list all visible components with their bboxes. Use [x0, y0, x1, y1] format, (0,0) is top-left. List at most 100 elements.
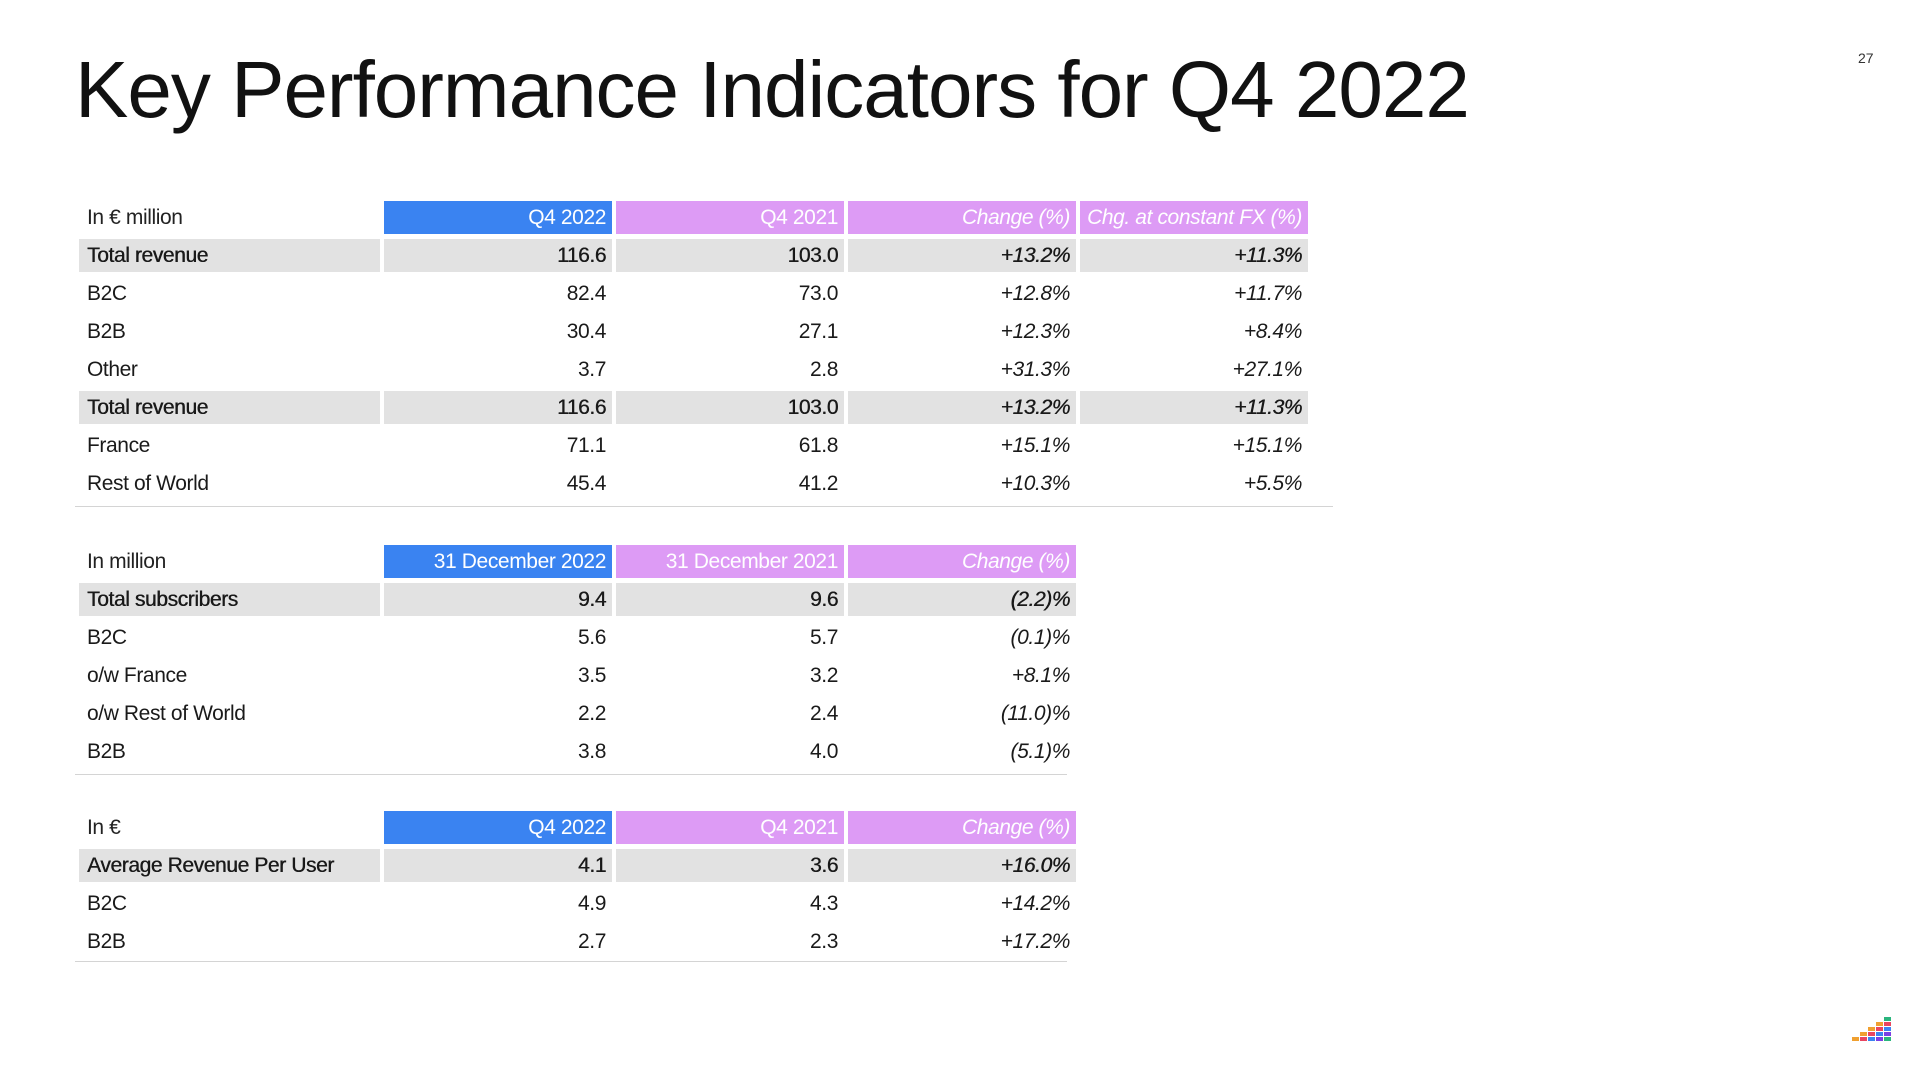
row-label: B2C: [87, 281, 127, 305]
column-header-change: Change (%): [848, 201, 1076, 234]
row-label: Average Revenue Per User: [79, 849, 380, 882]
cell-change: +14.2%: [1000, 891, 1071, 915]
column-header-prior-period: Q4 2021: [616, 811, 844, 844]
row-label: Total revenue: [79, 239, 380, 272]
table-row: B2B 3.8 4.0 (5.1)%: [79, 735, 1076, 768]
cell-change: +13.2%: [848, 391, 1076, 424]
cell-change: (0.1)%: [1010, 625, 1071, 649]
cell-prior: 61.8: [798, 433, 839, 457]
page-number: 27: [1858, 50, 1874, 66]
cell-prior: 2.8: [810, 357, 838, 381]
cell-change-fx: +11.7%: [1234, 281, 1302, 305]
column-header-unit: In €: [87, 815, 121, 839]
cell-prior: 103.0: [616, 391, 844, 424]
cell-change: +10.3%: [1000, 471, 1071, 495]
table-divider: [75, 506, 1333, 507]
cell-change: +13.2%: [848, 239, 1076, 272]
row-label: B2C: [87, 625, 127, 649]
cell-current: 2.2: [578, 701, 606, 725]
cell-current: 45.4: [566, 471, 607, 495]
table-row: o/w France 3.5 3.2 +8.1%: [79, 659, 1076, 692]
row-label: B2B: [87, 739, 126, 763]
table-row: Average Revenue Per User 4.1 3.6 +16.0%: [79, 849, 1076, 882]
column-header-change: Change (%): [848, 545, 1076, 578]
cell-change: +12.8%: [1000, 281, 1071, 305]
cell-change-fx: +8.4%: [1243, 319, 1303, 343]
table-row: Total subscribers 9.4 9.6 (2.2)%: [79, 583, 1076, 616]
cell-current: 3.7: [578, 357, 606, 381]
table-row: B2C 4.9 4.3 +14.2%: [79, 887, 1076, 920]
cell-change: +15.1%: [1000, 433, 1071, 457]
table-header-row: In € million Q4 2022 Q4 2021 Change (%) …: [79, 201, 1308, 234]
cell-prior: 3.2: [810, 663, 838, 687]
cell-change-fx: +5.5%: [1243, 471, 1303, 495]
cell-prior: 4.0: [810, 739, 838, 763]
table-row: Other 3.7 2.8 +31.3% +27.1%: [79, 353, 1308, 386]
table-row: B2C 82.4 73.0 +12.8% +11.7%: [79, 277, 1308, 310]
column-header-change: Change (%): [848, 811, 1076, 844]
cell-prior: 2.3: [810, 929, 838, 953]
cell-change: +17.2%: [1000, 929, 1071, 953]
revenue-table: In € million Q4 2022 Q4 2021 Change (%) …: [75, 196, 1312, 505]
cell-prior: 27.1: [798, 319, 839, 343]
table-row: France 71.1 61.8 +15.1% +15.1%: [79, 429, 1308, 462]
row-label: o/w Rest of World: [87, 701, 246, 725]
row-label: Rest of World: [87, 471, 209, 495]
cell-change-fx: +11.3%: [1080, 239, 1308, 272]
cell-current: 3.8: [578, 739, 606, 763]
table-row: B2C 5.6 5.7 (0.1)%: [79, 621, 1076, 654]
cell-change-fx: +27.1%: [1232, 357, 1303, 381]
cell-change: +12.3%: [1000, 319, 1071, 343]
column-header-current-period: Q4 2022: [384, 201, 612, 234]
page-title: Key Performance Indicators for Q4 2022: [75, 45, 1470, 134]
table-row: Total revenue 116.6 103.0 +13.2% +11.3%: [79, 391, 1308, 424]
cell-current: 4.9: [578, 891, 606, 915]
column-header-prior-period: Q4 2021: [616, 201, 844, 234]
table-row: Total revenue 116.6 103.0 +13.2% +11.3%: [79, 239, 1308, 272]
cell-prior: 3.6: [616, 849, 844, 882]
cell-prior: 41.2: [798, 471, 839, 495]
cell-prior: 5.7: [810, 625, 838, 649]
row-label: France: [87, 433, 150, 457]
table-row: Rest of World 45.4 41.2 +10.3% +5.5%: [79, 467, 1308, 500]
cell-current: 5.6: [578, 625, 606, 649]
cell-change: (2.2)%: [848, 583, 1076, 616]
column-header-current-period: 31 December 2022: [384, 545, 612, 578]
cell-prior: 73.0: [798, 281, 839, 305]
cell-current: 116.6: [384, 239, 612, 272]
column-header-unit: In € million: [87, 205, 183, 229]
row-label: B2B: [87, 929, 126, 953]
cell-current: 9.4: [384, 583, 612, 616]
table-divider: [75, 961, 1067, 962]
cell-prior: 103.0: [616, 239, 844, 272]
row-label: B2B: [87, 319, 126, 343]
cell-current: 82.4: [566, 281, 607, 305]
equalizer-bars-logo-icon: [1852, 1017, 1891, 1041]
row-label: o/w France: [87, 663, 187, 687]
column-header-unit: In million: [87, 549, 166, 573]
column-header-change-constant-fx: Chg. at constant FX (%): [1080, 201, 1308, 234]
table-row: B2B 2.7 2.3 +17.2%: [79, 925, 1076, 958]
cell-change: +8.1%: [1011, 663, 1071, 687]
cell-change-fx: +11.3%: [1080, 391, 1308, 424]
table-divider: [75, 774, 1067, 775]
cell-change: +31.3%: [1000, 357, 1071, 381]
row-label: Total subscribers: [79, 583, 380, 616]
cell-change: (11.0)%: [1000, 701, 1071, 725]
cell-change: +16.0%: [848, 849, 1076, 882]
column-header-current-period: Q4 2022: [384, 811, 612, 844]
row-label: B2C: [87, 891, 127, 915]
table-row: B2B 30.4 27.1 +12.3% +8.4%: [79, 315, 1308, 348]
cell-prior: 9.6: [616, 583, 844, 616]
column-header-prior-period: 31 December 2021: [616, 545, 844, 578]
cell-prior: 4.3: [810, 891, 838, 915]
subscribers-table: In million 31 December 2022 31 December …: [75, 540, 1080, 773]
table-header-row: In € Q4 2022 Q4 2021 Change (%): [79, 811, 1076, 844]
cell-current: 4.1: [384, 849, 612, 882]
cell-current: 2.7: [578, 929, 606, 953]
cell-change: (5.1)%: [1010, 739, 1071, 763]
table-row: o/w Rest of World 2.2 2.4 (11.0)%: [79, 697, 1076, 730]
table-header-row: In million 31 December 2022 31 December …: [79, 545, 1076, 578]
row-label: Total revenue: [79, 391, 380, 424]
row-label: Other: [87, 357, 138, 381]
